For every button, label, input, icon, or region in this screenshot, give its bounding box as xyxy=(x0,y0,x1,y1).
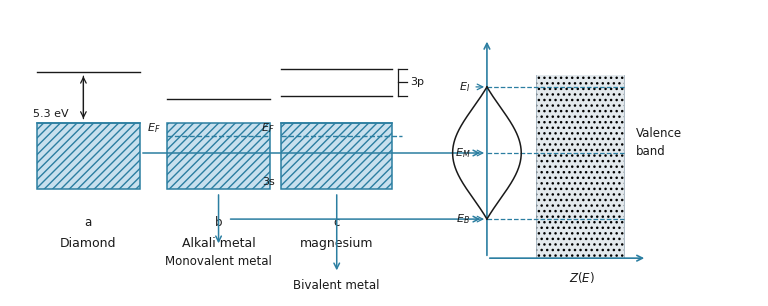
Text: $E_B$: $E_B$ xyxy=(456,212,470,226)
Bar xyxy=(37,123,140,189)
Text: band: band xyxy=(636,145,665,158)
Text: $E_F$: $E_F$ xyxy=(147,121,161,135)
Text: magnesium: magnesium xyxy=(300,237,373,250)
Text: $E_M$: $E_M$ xyxy=(455,146,470,160)
Text: Bivalent metal: Bivalent metal xyxy=(293,279,380,292)
Text: Diamond: Diamond xyxy=(60,237,117,250)
Text: 3p: 3p xyxy=(411,77,425,88)
Bar xyxy=(167,123,270,189)
Bar xyxy=(281,123,392,189)
Text: 3s: 3s xyxy=(262,177,275,187)
Text: b: b xyxy=(215,216,222,229)
Text: c: c xyxy=(333,216,340,229)
Text: Monovalent metal: Monovalent metal xyxy=(165,255,272,268)
Text: a: a xyxy=(84,216,92,229)
Text: $Z(E)$: $Z(E)$ xyxy=(569,270,595,285)
Text: 5.3 eV: 5.3 eV xyxy=(33,109,69,119)
Text: Alkali metal: Alkali metal xyxy=(182,237,256,250)
Bar xyxy=(537,75,624,258)
Text: $E_I$: $E_I$ xyxy=(459,80,470,94)
Text: $E_F$: $E_F$ xyxy=(261,121,275,135)
Text: Valence: Valence xyxy=(636,127,682,140)
